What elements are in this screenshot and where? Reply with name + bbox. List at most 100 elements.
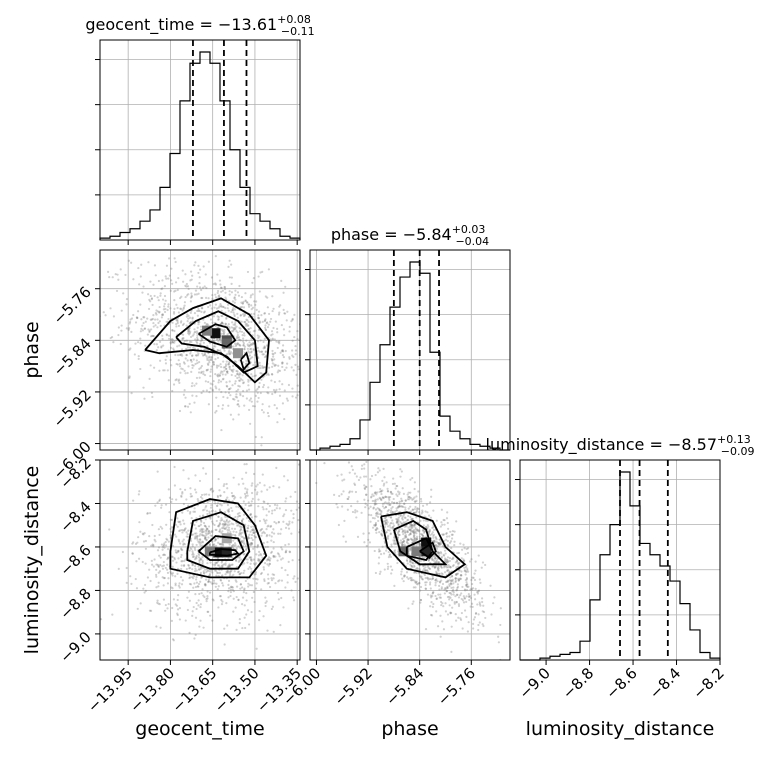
sample-point — [447, 527, 450, 530]
sample-point — [230, 506, 233, 510]
contour-line — [169, 498, 268, 579]
sample-point — [432, 565, 435, 568]
sample-point — [194, 474, 197, 477]
sample-point — [153, 534, 156, 538]
sample-point — [209, 581, 212, 584]
sample-point — [402, 521, 406, 524]
sample-point — [222, 330, 225, 333]
sample-point — [406, 559, 409, 563]
sample-point — [233, 570, 236, 573]
sample-point — [260, 378, 263, 381]
sample-point — [259, 339, 262, 342]
sample-point — [188, 322, 191, 325]
sample-point — [194, 527, 197, 530]
sample-point — [468, 598, 471, 602]
sample-point — [195, 557, 198, 560]
sample-point — [291, 349, 294, 352]
sample-point — [411, 561, 414, 564]
sample-point — [178, 618, 181, 621]
sample-point — [171, 606, 174, 610]
sample-point — [159, 294, 162, 297]
sample-point — [241, 379, 244, 382]
sample-point — [232, 530, 235, 533]
sample-point — [262, 541, 265, 545]
sample-point — [467, 585, 470, 588]
sample-point — [257, 275, 260, 278]
contour-line — [144, 297, 270, 384]
sample-point — [198, 538, 202, 541]
sample-point — [464, 566, 467, 569]
sample-point — [384, 521, 387, 524]
sample-point — [440, 555, 444, 558]
sample-point — [395, 520, 398, 524]
sample-point — [297, 463, 300, 466]
sample-point — [410, 518, 413, 521]
sample-point — [180, 583, 184, 586]
sample-point — [181, 560, 184, 563]
sample-point — [238, 372, 241, 375]
sample-point — [399, 468, 402, 471]
sample-point — [193, 401, 196, 404]
sample-point — [253, 545, 256, 548]
sample-point — [198, 360, 201, 364]
sample-point — [412, 497, 415, 500]
sample-point — [400, 542, 404, 545]
sample-point — [183, 528, 187, 531]
sample-point — [142, 285, 145, 288]
sample-point — [204, 536, 207, 540]
sample-point — [399, 520, 402, 524]
sample-point — [452, 557, 455, 560]
sample-point — [445, 535, 449, 538]
sample-point — [128, 348, 131, 351]
sample-point — [242, 381, 245, 384]
sample-point — [410, 510, 413, 513]
sample-point — [231, 527, 234, 530]
sample-point — [445, 590, 449, 593]
sample-point — [163, 294, 167, 298]
sample-point — [186, 405, 190, 408]
sample-point — [401, 505, 404, 508]
sample-point — [492, 602, 495, 605]
sample-point — [206, 597, 209, 600]
sample-point — [191, 543, 194, 546]
sample-point — [214, 385, 217, 388]
sample-point — [197, 568, 201, 571]
sample-point — [148, 377, 151, 380]
sample-point — [176, 549, 180, 552]
sample-point — [219, 579, 223, 582]
sample-point — [200, 519, 203, 522]
sample-point — [423, 573, 426, 577]
sample-point — [142, 540, 146, 543]
sample-point — [226, 531, 230, 534]
sample-point — [312, 348, 314, 350]
sample-point — [397, 530, 400, 533]
sample-point — [226, 370, 229, 373]
sample-point — [152, 565, 155, 568]
sample-point — [278, 305, 281, 308]
sample-point — [440, 587, 443, 591]
sample-point — [406, 531, 409, 534]
sample-point — [287, 527, 291, 530]
sample-point — [218, 489, 221, 492]
sample-point — [272, 326, 275, 330]
sample-point — [253, 353, 257, 357]
sample-point — [247, 315, 251, 319]
sample-point — [264, 350, 267, 354]
sample-point — [432, 536, 435, 539]
sample-point — [224, 311, 227, 314]
sample-point — [427, 514, 431, 517]
sample-point — [227, 596, 230, 599]
sample-point — [443, 571, 447, 574]
sample-point — [226, 503, 230, 507]
sample-point — [185, 339, 188, 342]
sample-point — [323, 461, 326, 465]
sample-point — [427, 530, 430, 533]
sample-point — [177, 550, 180, 553]
sample-point — [377, 562, 380, 565]
sample-point — [459, 574, 462, 577]
sample-point — [215, 519, 218, 523]
sample-point — [403, 537, 406, 540]
sample-point — [185, 353, 188, 357]
sample-point — [296, 394, 299, 397]
sample-point — [261, 366, 264, 369]
